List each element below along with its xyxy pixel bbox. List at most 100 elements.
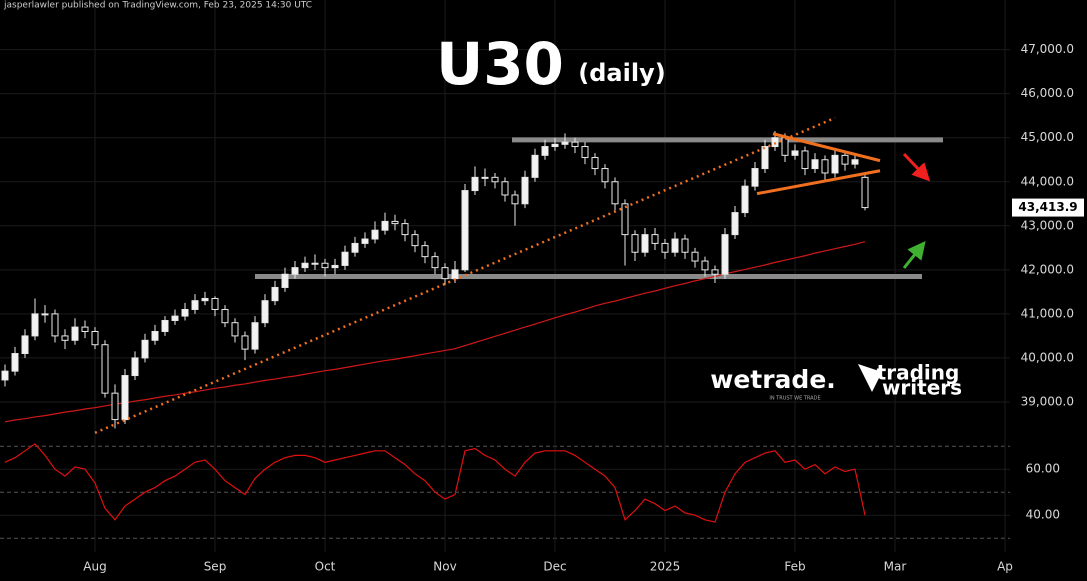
candle-body — [421, 245, 429, 258]
candle-body — [261, 300, 269, 324]
candle-body — [601, 168, 609, 183]
attribution: jasperlawler published on TradingView.co… — [3, 1, 312, 11]
candle-body — [341, 251, 349, 266]
candle-body — [461, 190, 469, 271]
candle-body — [551, 143, 559, 148]
y-tick-label: 40,000.0 — [1021, 350, 1074, 364]
candle-body — [291, 267, 299, 275]
candle-body — [221, 308, 229, 324]
candle-body — [711, 269, 719, 275]
rsi-line — [4, 443, 866, 523]
y-tick-label: 39,000.0 — [1021, 394, 1074, 408]
chart-title: U30 — [436, 30, 564, 98]
candle-body — [101, 344, 109, 394]
logo-tagline: IN TRUST WE TRADE — [769, 396, 820, 402]
candle-body — [561, 141, 569, 145]
candle-body — [521, 176, 529, 205]
candle-body — [91, 331, 99, 346]
candle-body — [201, 297, 209, 302]
candle-body — [691, 251, 699, 262]
wedge-upper — [772, 132, 881, 163]
candle-body — [1, 370, 9, 381]
candle-body — [121, 375, 129, 421]
candle-body — [191, 300, 199, 310]
candle-body — [441, 267, 449, 280]
candle-body — [321, 262, 329, 269]
logo-icon — [858, 364, 882, 392]
candle-body — [451, 269, 459, 280]
candle-body — [621, 203, 629, 236]
plot — [1, 116, 943, 523]
candle-body — [401, 223, 409, 236]
candle-body — [311, 262, 319, 265]
x-tick-label: Oct — [315, 560, 336, 574]
x-tick-label: 2025 — [650, 560, 681, 574]
candle-body — [271, 286, 279, 302]
candle-body — [111, 392, 119, 421]
chart-subtitle: (daily) — [578, 59, 665, 87]
candle-body — [541, 146, 549, 156]
candle-body — [831, 154, 839, 174]
last-price-label: 43,413.9 — [1018, 200, 1077, 214]
candle-body — [231, 322, 239, 337]
candle-body — [241, 335, 249, 350]
candle-body — [531, 154, 539, 178]
candle-body — [21, 335, 29, 355]
candle-body — [151, 331, 159, 341]
candle-body — [431, 256, 439, 269]
candle-body — [171, 315, 179, 321]
logo-writers: writers — [882, 376, 962, 400]
x-tick-label: Ap — [997, 560, 1013, 574]
candle-body — [411, 234, 419, 247]
candle-body — [761, 146, 769, 170]
candle-body — [731, 212, 739, 236]
down-arrow — [902, 152, 931, 182]
candle-body — [591, 157, 599, 170]
candle-body — [721, 234, 729, 275]
candle-body — [81, 326, 89, 333]
candle-body — [641, 234, 649, 253]
rsi-tick-label: 60.00 — [1026, 462, 1060, 476]
candle-body — [811, 159, 819, 170]
candle-body — [161, 319, 169, 333]
candle-body — [71, 326, 79, 341]
candle-body — [361, 238, 369, 244]
candle-body — [331, 264, 339, 269]
y-tick-label: 43,000.0 — [1021, 218, 1074, 232]
candle-body — [41, 313, 49, 316]
wedge-lower — [756, 169, 881, 196]
candle-body — [511, 194, 519, 205]
candle-body — [251, 322, 259, 350]
y-tick-label: 44,000.0 — [1021, 174, 1074, 188]
candle-body — [281, 273, 289, 288]
x-tick-label: Sep — [204, 560, 227, 574]
candle-body — [801, 150, 809, 170]
candle-body — [741, 185, 749, 214]
x-tick-label: Aug — [83, 560, 106, 574]
candle-body — [181, 308, 189, 317]
candle-body — [781, 137, 789, 156]
candle-body — [481, 176, 489, 179]
candle-body — [681, 238, 689, 253]
candle-body — [751, 168, 759, 187]
candle-body — [141, 339, 149, 359]
candle-body — [131, 357, 139, 377]
x-tick-label: Feb — [784, 560, 805, 574]
candle-body — [631, 234, 639, 253]
candle-body — [791, 150, 799, 156]
x-tick-label: Nov — [433, 560, 456, 574]
y-tick-label: 41,000.0 — [1021, 306, 1074, 320]
candle-body — [671, 238, 679, 253]
x-tick-label: Mar — [884, 560, 907, 574]
candle-body — [381, 220, 389, 231]
y-tick-label: 42,000.0 — [1021, 262, 1074, 276]
candle-body — [51, 313, 59, 337]
candle-body — [861, 176, 869, 209]
candle-body — [581, 146, 589, 159]
candle-body — [841, 154, 849, 165]
up-arrow — [902, 240, 926, 269]
x-tick-label: Dec — [543, 560, 566, 574]
y-tick-label: 45,000.0 — [1021, 130, 1074, 144]
candle-body — [571, 141, 579, 148]
candle-body — [301, 262, 309, 269]
